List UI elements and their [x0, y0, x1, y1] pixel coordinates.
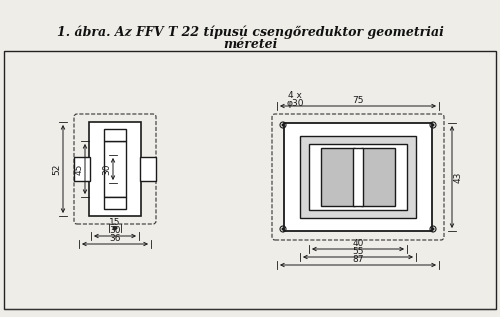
Bar — [104, 197, 126, 209]
Text: 4 x: 4 x — [288, 92, 302, 100]
Text: φ30: φ30 — [286, 99, 304, 107]
Text: 52: 52 — [52, 163, 62, 175]
Bar — [4, 51, 496, 309]
Text: 43: 43 — [454, 171, 462, 183]
Bar — [309, 144, 407, 210]
Text: 55: 55 — [352, 247, 364, 256]
Bar — [300, 136, 416, 218]
Text: 30: 30 — [102, 163, 112, 175]
Circle shape — [432, 228, 434, 230]
Text: 45: 45 — [74, 163, 84, 175]
Circle shape — [282, 124, 284, 126]
Circle shape — [282, 228, 284, 230]
Text: 1. ábra. Az FFV T 22 típusú csengőreduktor geometriai: 1. ábra. Az FFV T 22 típusú csengőredukt… — [56, 25, 444, 39]
Text: 36: 36 — [109, 234, 121, 243]
Bar — [104, 141, 126, 197]
Text: 87: 87 — [352, 255, 364, 264]
Text: 40: 40 — [352, 239, 364, 248]
Text: 15: 15 — [109, 218, 121, 227]
Bar — [89, 122, 141, 216]
Bar — [353, 148, 363, 206]
Text: 75: 75 — [352, 96, 364, 105]
Circle shape — [432, 124, 434, 126]
Bar — [284, 123, 432, 231]
Bar — [104, 129, 126, 141]
Bar — [361, 148, 395, 206]
Text: méretei: méretei — [223, 38, 277, 51]
Bar — [321, 148, 355, 206]
Bar — [140, 157, 156, 181]
Text: 30: 30 — [109, 226, 121, 235]
Bar — [74, 157, 90, 181]
